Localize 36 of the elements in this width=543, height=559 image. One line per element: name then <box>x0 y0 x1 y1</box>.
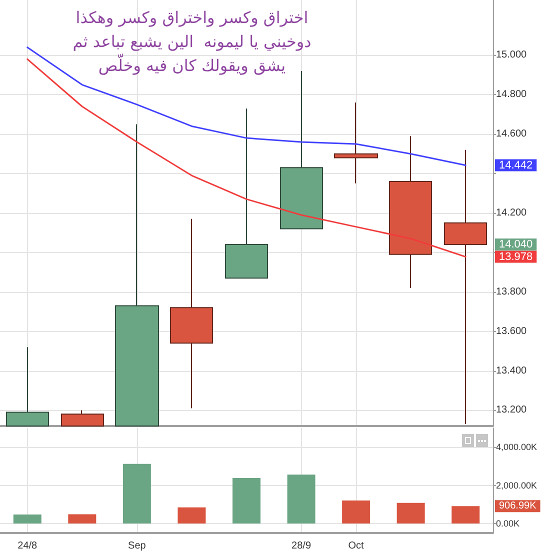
y-tick-label: 13.800 <box>496 286 528 298</box>
bar <box>396 502 425 524</box>
bar <box>342 500 370 524</box>
annotation: اختراق وكسر واختراق وكسر وهكذا دوخيني يا ليمونه الين يشبع تباعد ثم يشق ويقولك كان فيه وخلّص <box>72 7 312 77</box>
y-tick-label: 14.200 <box>496 208 528 218</box>
x-tick-label: Sep <box>128 540 146 552</box>
x-tick-label: 28/9 <box>292 540 312 552</box>
bar <box>287 474 316 524</box>
bar <box>13 514 42 524</box>
bar <box>452 506 480 524</box>
x-tick-label: 24/8 <box>18 540 38 552</box>
candlestick <box>389 136 432 288</box>
candlestick <box>444 149 487 425</box>
candlestick <box>6 346 49 426</box>
x-tick-label: Oct <box>348 540 364 552</box>
bar <box>178 507 206 524</box>
text: 906.99K <box>499 500 537 512</box>
candlestick <box>334 102 378 184</box>
text: 13.978 <box>499 250 533 263</box>
candlestick <box>225 108 268 279</box>
text: 14.442 <box>499 159 533 172</box>
y-tick-label: 0.00K <box>496 518 520 528</box>
bar <box>122 464 151 524</box>
y-tick-label: 13.600 <box>496 326 528 337</box>
y-tick-label: 15.000 <box>496 50 528 61</box>
text: 14.040 <box>499 238 533 251</box>
y-tick-label: 14.600 <box>496 128 528 140</box>
bar <box>232 478 260 524</box>
candlestick <box>61 410 104 426</box>
bar <box>68 514 96 524</box>
y-tick-label: 4,000.00K <box>496 442 538 452</box>
y-tick-label: 2,000.00K <box>496 480 538 490</box>
y-tick-label: 13.400 <box>496 365 528 376</box>
y-tick-label: 13.200 <box>496 404 528 416</box>
y-tick-label: 14.800 <box>496 89 528 100</box>
candlestick <box>170 218 213 409</box>
